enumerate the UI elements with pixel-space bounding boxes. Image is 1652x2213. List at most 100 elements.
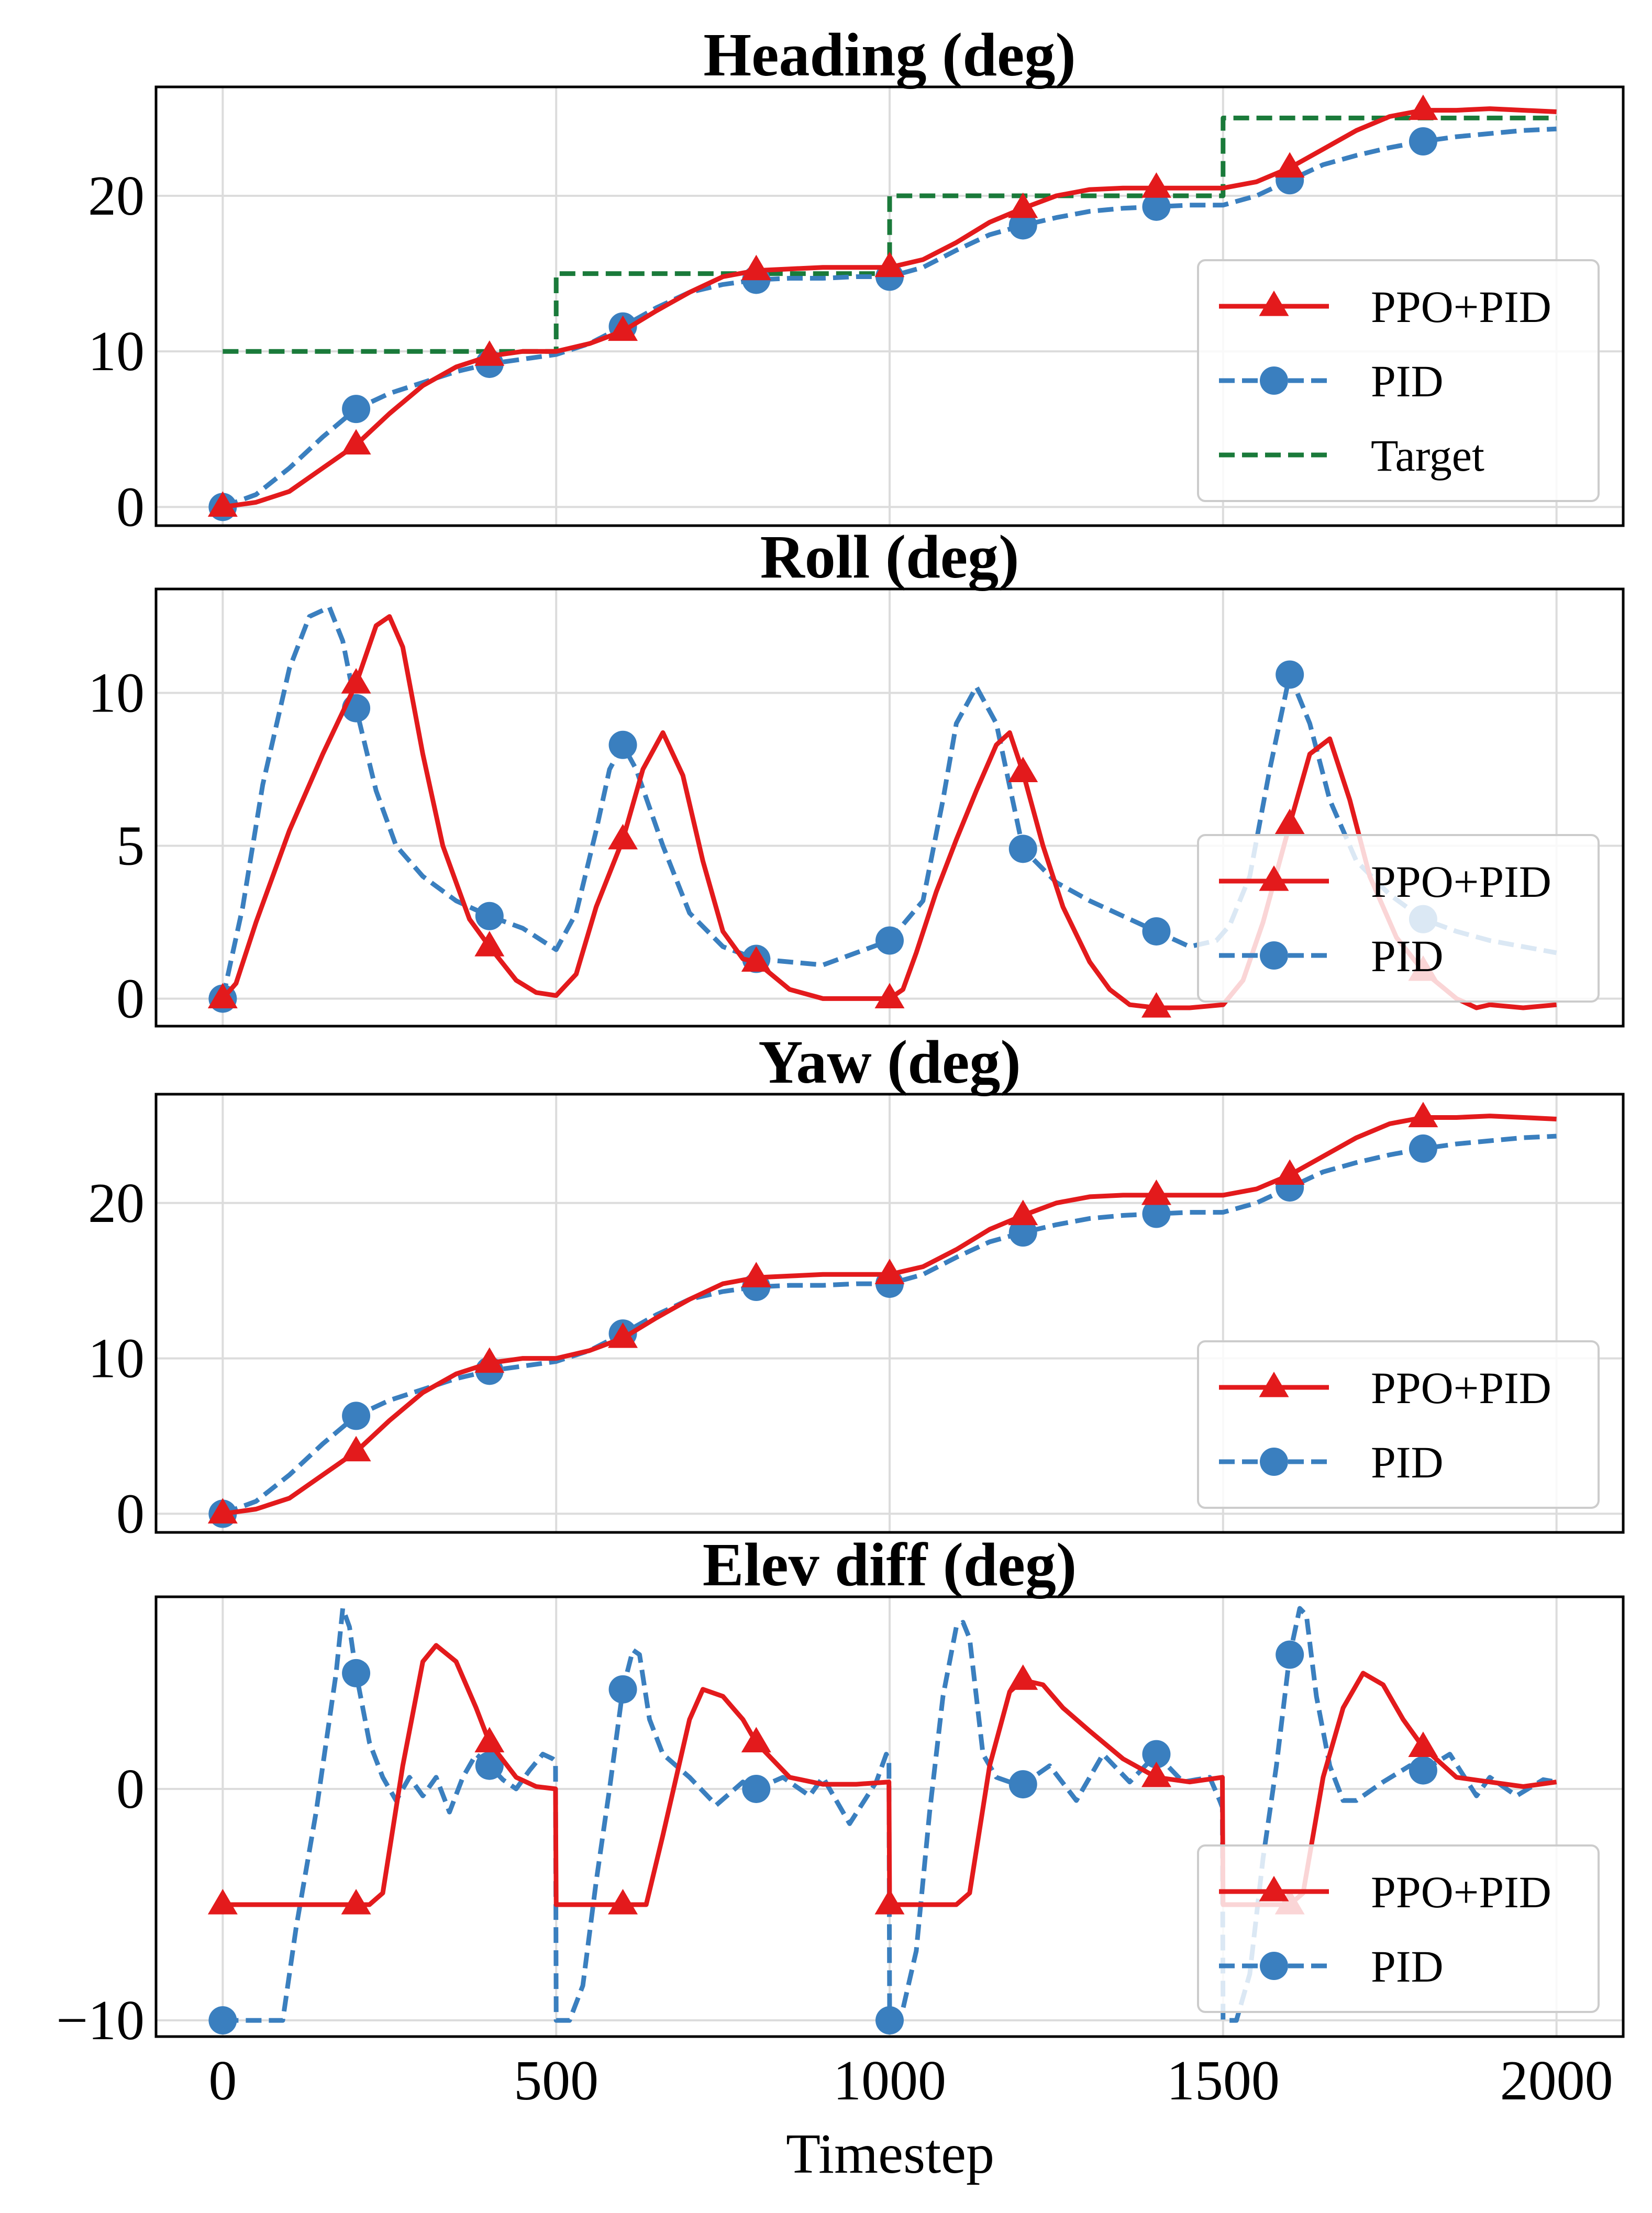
legend-marker <box>1259 1372 1289 1397</box>
data-point-pid <box>1409 1134 1437 1163</box>
axes-frame <box>154 1093 1625 1534</box>
axes-frame <box>154 1595 1625 2038</box>
data-point-pid <box>1008 1770 1037 1799</box>
y-tick-label: 0 <box>116 1758 145 1820</box>
data-point-pid <box>208 2006 237 2035</box>
subplot-title: Yaw (deg) <box>758 1028 1021 1096</box>
data-point-pid <box>342 395 371 424</box>
data-point-ppo-pid <box>1008 1664 1038 1690</box>
legend-marker <box>1259 1876 1289 1901</box>
data-point-ppo-pid <box>741 254 771 281</box>
data-point-pid <box>875 926 904 955</box>
data-point-ppo-pid <box>608 315 638 341</box>
data-point-ppo-pid <box>474 1347 505 1373</box>
data-point-pid <box>1142 917 1171 946</box>
x-tick-label: 2000 <box>1500 2050 1613 2112</box>
y-tick-label: 0 <box>116 476 145 538</box>
data-point-ppo-pid <box>341 668 371 694</box>
data-point-ppo-pid <box>1141 172 1171 198</box>
data-point-ppo-pid <box>1141 992 1171 1018</box>
legend: PPO+PID PID <box>1197 834 1600 1003</box>
data-point-ppo-pid <box>1141 1179 1171 1205</box>
series-line-target <box>223 115 1557 354</box>
data-point-pid <box>1008 835 1037 863</box>
y-tick-label: 20 <box>88 165 145 227</box>
legend-label: PPO+PID <box>1371 1363 1551 1413</box>
data-point-ppo-pid <box>1408 1102 1438 1128</box>
data-point-ppo-pid <box>741 1262 771 1287</box>
data-point-ppo-pid <box>608 1889 638 1915</box>
data-point-ppo-pid <box>874 1259 905 1284</box>
legend-label: PID <box>1371 356 1444 406</box>
data-point-pid <box>1276 660 1304 689</box>
data-point-ppo-pid <box>207 1498 238 1523</box>
legend-label: PID <box>1371 931 1444 981</box>
data-point-ppo-pid <box>1008 192 1038 218</box>
legend: PPO+PID PID <box>1197 1340 1600 1509</box>
data-point-pid <box>1276 1640 1304 1669</box>
data-point-ppo-pid <box>874 251 905 277</box>
series-line-ppo-pid <box>221 614 1557 1010</box>
data-point-pid <box>1142 1199 1171 1228</box>
legend-marker <box>1260 1448 1288 1476</box>
legend-marker <box>1259 291 1289 316</box>
subplot-4: Elev diff (deg) −10 0 0 500 1000 1500 2000 PPO+P… <box>56 1530 1625 2112</box>
data-point-ppo-pid <box>741 946 771 972</box>
legend-label: PPO+PID <box>1371 857 1551 907</box>
data-point-pid <box>742 1774 771 1803</box>
y-tick-label: 0 <box>116 968 145 1030</box>
data-point-ppo-pid <box>207 983 238 1009</box>
y-tick-label: 5 <box>116 815 145 877</box>
legend-label: Target <box>1371 430 1484 481</box>
subplot-title: Roll (deg) <box>760 522 1019 591</box>
data-point-ppo-pid <box>1274 1159 1305 1185</box>
data-point-ppo-pid <box>341 1436 371 1462</box>
x-tick-label: 1000 <box>833 2050 946 2112</box>
y-tick-label: 10 <box>88 662 145 725</box>
data-point-pid <box>1409 1756 1437 1785</box>
x-tick-label: 0 <box>208 2050 237 2112</box>
subplot-2: Roll (deg) 0 5 10 PPO+PID PID <box>88 522 1625 1030</box>
axes-frame <box>154 85 1625 527</box>
data-point-ppo-pid <box>341 1889 371 1915</box>
data-point-pid <box>342 1659 371 1687</box>
subplot-3: Yaw (deg) 0 10 20 PPO+PID PID <box>88 1028 1625 1545</box>
y-tick-label: 10 <box>88 320 145 383</box>
data-point-pid <box>608 730 637 759</box>
legend-box <box>1197 1340 1600 1509</box>
legend: PPO+PID PID <box>1197 1844 1600 2013</box>
axes-frame <box>154 587 1625 1028</box>
data-point-ppo-pid <box>874 1889 905 1915</box>
data-point-pid <box>608 1675 637 1704</box>
subplot-title: Heading (deg) <box>703 20 1076 89</box>
data-point-ppo-pid <box>1008 757 1038 782</box>
legend-label: PID <box>1371 1437 1444 1487</box>
y-tick-label: 10 <box>88 1328 145 1390</box>
legend-label: PID <box>1371 1941 1444 1992</box>
data-point-pid <box>342 1402 371 1430</box>
legend-box <box>1197 1844 1600 2013</box>
subplot-1: Heading (deg) 0 10 20 PPO+PID PID Target <box>88 20 1625 538</box>
data-point-pid <box>475 902 504 930</box>
data-point-pid <box>475 1751 504 1780</box>
data-point-ppo-pid <box>474 340 505 366</box>
legend-marker <box>1260 1952 1288 1980</box>
x-axis-label: Timestep <box>786 2123 994 2185</box>
y-tick-label: 20 <box>88 1172 145 1235</box>
y-tick-label: −10 <box>56 1989 145 2052</box>
data-point-pid <box>1008 211 1037 240</box>
data-point-ppo-pid <box>474 1727 505 1753</box>
data-point-ppo-pid <box>741 1727 771 1753</box>
data-point-ppo-pid <box>1008 1199 1038 1226</box>
data-point-pid <box>1008 1218 1037 1247</box>
data-point-pid <box>1409 127 1437 156</box>
data-point-ppo-pid <box>608 1322 638 1348</box>
subplot-title: Elev diff (deg) <box>703 1530 1077 1599</box>
data-point-ppo-pid <box>608 824 638 850</box>
x-tick-label: 1500 <box>1167 2050 1280 2112</box>
legend-box <box>1197 259 1600 502</box>
data-point-ppo-pid <box>207 491 238 517</box>
data-point-ppo-pid <box>207 1889 238 1915</box>
data-point-ppo-pid <box>1274 152 1305 178</box>
